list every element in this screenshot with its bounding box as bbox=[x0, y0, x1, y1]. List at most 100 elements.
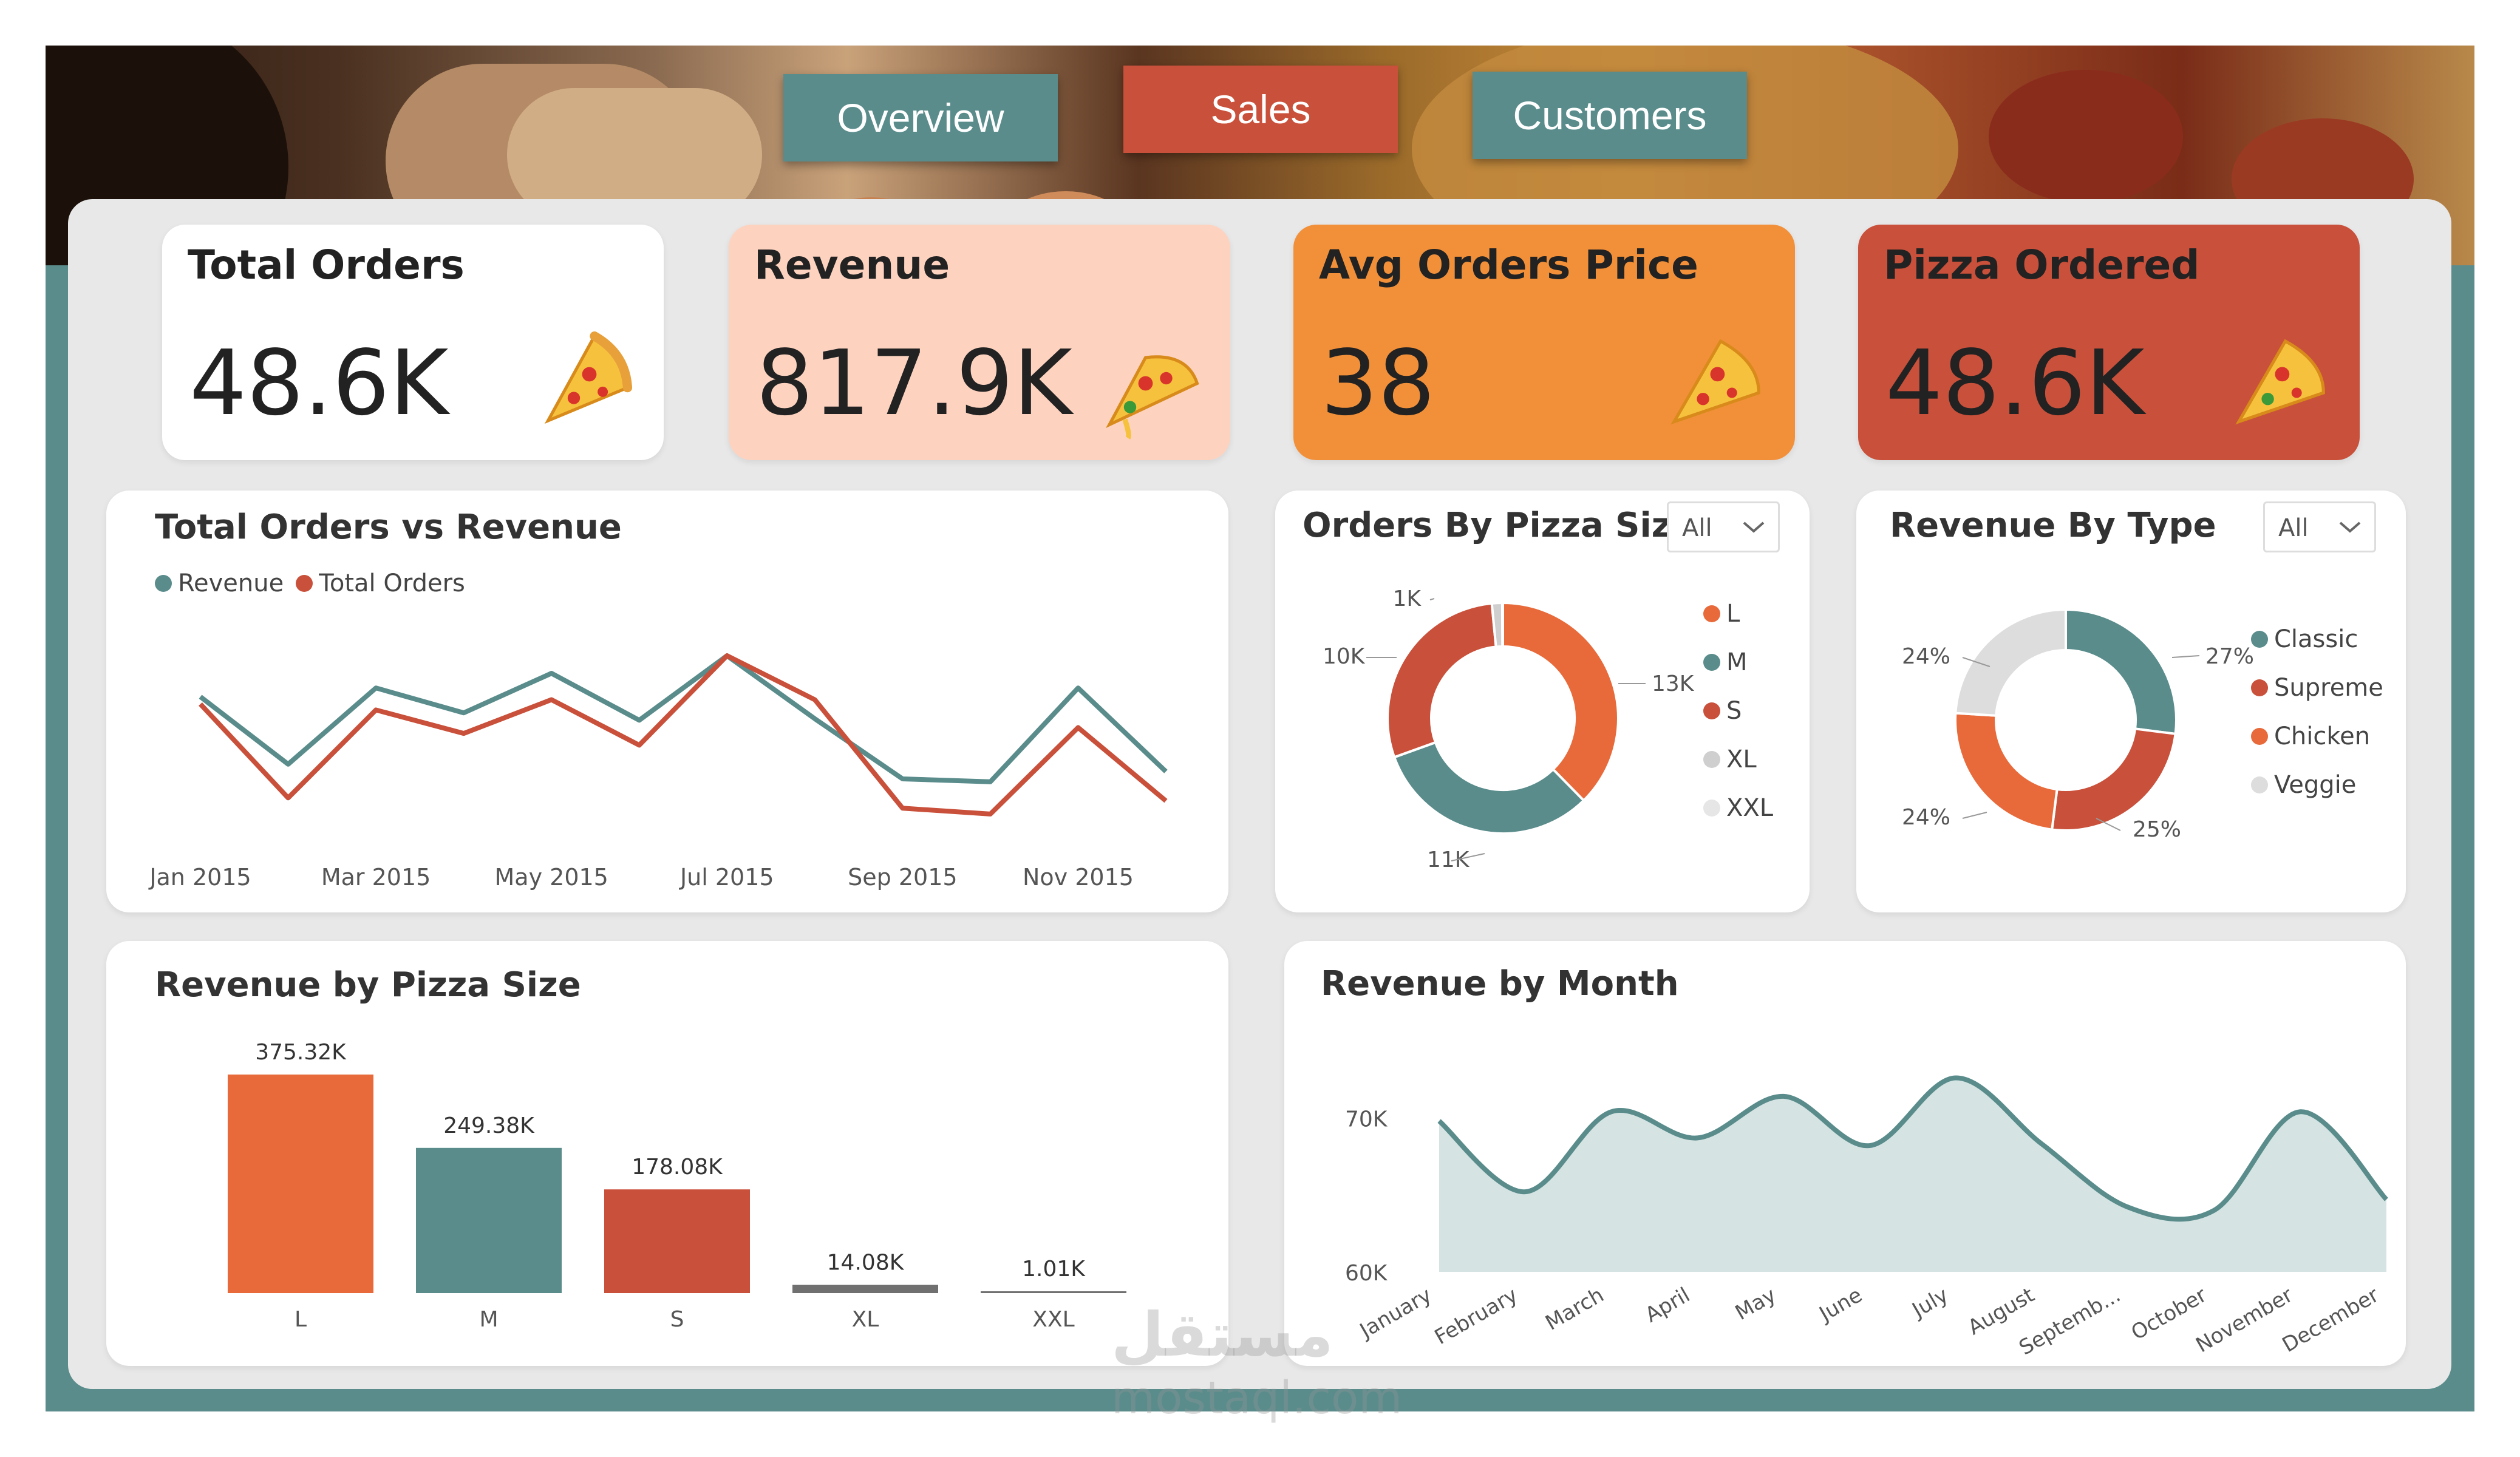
data-label: 24% bbox=[1902, 805, 1950, 830]
donut-slice-xxl bbox=[1500, 601, 1504, 648]
x-tick-label: May bbox=[1731, 1283, 1780, 1325]
legend-dot bbox=[296, 575, 313, 592]
data-label: 13K bbox=[1652, 671, 1695, 696]
data-label: 10K bbox=[1323, 644, 1366, 669]
legend-dot bbox=[2251, 679, 2268, 696]
watermark-url: mostaql.com bbox=[1111, 1372, 1403, 1424]
bar-xxl bbox=[981, 1291, 1126, 1293]
donut-slice-chicken bbox=[1954, 712, 2059, 831]
x-tick-label: February bbox=[1431, 1283, 1522, 1350]
data-label: 27% bbox=[2205, 644, 2254, 669]
panel-revenue-by-month: Revenue by Month 60K 70K January February Ma… bbox=[1284, 941, 2406, 1366]
x-tick-label: July bbox=[1907, 1283, 1953, 1323]
legend-item: L bbox=[1703, 600, 1740, 628]
kpi-title: Total Orders bbox=[188, 242, 465, 288]
x-tick-label: XL bbox=[852, 1307, 879, 1332]
legend-label: Supreme bbox=[2274, 674, 2383, 702]
x-tick-label: S bbox=[670, 1307, 684, 1332]
kpi-card-avg-order-price: Avg Orders Price 38 bbox=[1293, 225, 1795, 460]
pizza-slice-icon bbox=[1106, 355, 1199, 440]
data-label: 24% bbox=[1902, 644, 1950, 669]
legend-dot bbox=[1703, 605, 1720, 622]
leader-line bbox=[2096, 818, 2121, 831]
x-tick-label: March bbox=[1541, 1283, 1608, 1335]
data-label: 1.01K bbox=[1022, 1257, 1086, 1282]
x-tick-label: M bbox=[479, 1307, 498, 1332]
data-label: 178.08K bbox=[632, 1155, 723, 1180]
data-label: 249.38K bbox=[443, 1113, 535, 1138]
legend-dot bbox=[2251, 728, 2268, 745]
x-tick-label: December bbox=[2278, 1283, 2383, 1357]
watermark-logo: مستقل bbox=[1111, 1299, 1333, 1370]
legend-dot bbox=[1703, 800, 1720, 817]
area-line bbox=[1437, 1075, 2388, 1222]
legend-label: Chicken bbox=[2274, 722, 2371, 750]
series-line-total-orders bbox=[199, 653, 1168, 817]
leader-line bbox=[1962, 812, 1987, 819]
x-tick-label: November bbox=[2192, 1283, 2297, 1357]
legend-item: S bbox=[1703, 697, 1742, 725]
legend-label: S bbox=[1726, 697, 1742, 725]
leader-line bbox=[1451, 853, 1485, 861]
legend-dot bbox=[1703, 654, 1720, 671]
legend-dot bbox=[155, 575, 172, 592]
chevron-down-icon bbox=[2339, 521, 2361, 533]
leader-line bbox=[1429, 598, 1435, 600]
legend-item: Revenue Total Orders bbox=[155, 569, 465, 597]
x-tick-label: Jan 2015 bbox=[148, 864, 251, 891]
panel-title: Total Orders vs Revenue bbox=[155, 508, 622, 547]
donut-slice-supreme bbox=[2050, 727, 2177, 832]
x-tick-label: Mar 2015 bbox=[321, 864, 431, 891]
kpi-value: 38 bbox=[1321, 331, 1435, 435]
x-tick-label: Sep 2015 bbox=[848, 864, 957, 891]
data-label: 1K bbox=[1392, 586, 1422, 611]
x-tick-label: January bbox=[1355, 1283, 1435, 1343]
tab-customers-label: Customers bbox=[1513, 93, 1707, 138]
main-panel: Total Orders 48.6K Revenue 817.9K Avg Or… bbox=[68, 199, 2451, 1389]
legend-dot bbox=[2251, 631, 2268, 648]
x-tick-label: April bbox=[1641, 1283, 1694, 1328]
pizza-slice-icon bbox=[1670, 339, 1760, 425]
tab-sales[interactable]: Sales bbox=[1123, 66, 1398, 153]
legend-label: M bbox=[1726, 648, 1748, 676]
kpi-title: Avg Orders Price bbox=[1319, 242, 1698, 288]
bar-l bbox=[228, 1075, 373, 1293]
legend-label: XL bbox=[1726, 745, 1757, 773]
area-fill bbox=[1439, 1078, 2386, 1272]
tab-sales-label: Sales bbox=[1210, 87, 1311, 132]
legend-label: L bbox=[1726, 600, 1740, 628]
legend-item: Veggie bbox=[2251, 771, 2356, 799]
legend-item: M bbox=[1703, 648, 1748, 676]
dropdown-value: All bbox=[2278, 514, 2309, 542]
panel-revenue-by-size: Revenue by Pizza Size 375.32K L 249.38K M 17… bbox=[106, 941, 1228, 1366]
donut-chart: 13K 11K 10K 1K bbox=[1323, 586, 1695, 872]
kpi-value: 48.6K bbox=[189, 331, 449, 435]
kpi-value: 817.9K bbox=[756, 331, 1072, 435]
line-chart: Jan 2015 Mar 2015 May 2015 Jul 2015 Sep 2015… bbox=[148, 653, 1168, 891]
leader-line bbox=[2171, 655, 2200, 658]
size-filter-dropdown[interactable]: All bbox=[1667, 501, 1780, 552]
tab-overview[interactable]: Overview bbox=[783, 74, 1058, 161]
pizza-slice-icon bbox=[2235, 339, 2325, 425]
donut-slice-classic bbox=[2065, 608, 2178, 736]
bar-xl bbox=[792, 1285, 938, 1293]
donut-slice-l bbox=[1502, 601, 1619, 803]
legend-item: XXL bbox=[1703, 794, 1773, 822]
panel-revenue-by-type: Revenue By Type All 27% 25% 24% 24% Classic… bbox=[1856, 491, 2406, 912]
y-tick-label: 70K bbox=[1345, 1107, 1388, 1132]
bar-s bbox=[604, 1189, 750, 1293]
panel-title: Revenue by Pizza Size bbox=[155, 965, 581, 1005]
x-tick-label: XXL bbox=[1032, 1307, 1074, 1332]
legend-label: Total Orders bbox=[319, 569, 465, 597]
legend-dot bbox=[1703, 751, 1720, 768]
type-filter-dropdown[interactable]: All bbox=[2263, 501, 2376, 552]
donut-slice-m bbox=[1392, 741, 1585, 835]
kpi-value: 48.6K bbox=[1885, 331, 2145, 435]
legend-item: Supreme bbox=[2251, 674, 2383, 702]
kpi-title: Pizza Ordered bbox=[1884, 242, 2200, 288]
panel-title: Revenue by Month bbox=[1321, 964, 1679, 1004]
tab-customers[interactable]: Customers bbox=[1473, 72, 1747, 159]
legend-dot bbox=[2251, 776, 2268, 793]
series-line-revenue bbox=[199, 653, 1168, 784]
kpi-title: Revenue bbox=[754, 242, 950, 288]
